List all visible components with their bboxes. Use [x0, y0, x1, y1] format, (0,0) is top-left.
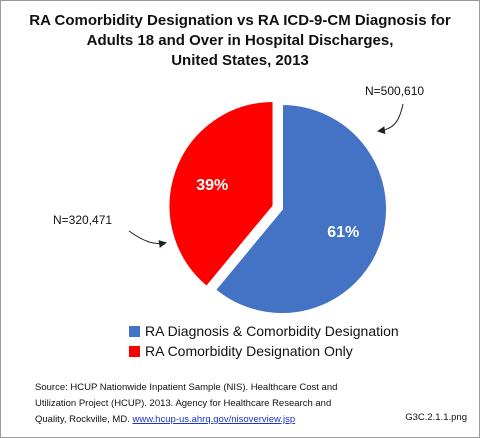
- legend-swatch-red: [129, 345, 140, 357]
- slice-percent-label-0: 61%: [327, 224, 359, 241]
- legend-item-ra-comorbidity: RA Comorbidity Designation Only: [129, 341, 399, 361]
- chart-title-line-1: RA Comorbidity Designation vs RA ICD-9-C…: [29, 12, 451, 29]
- annotation-arrow-red: [128, 230, 167, 248]
- source-note: Source: HCUP Nationwide Inpatient Sample…: [35, 380, 365, 428]
- chart-title: RA Comorbidity Designation vs RA ICD-9-C…: [11, 11, 469, 71]
- legend-label-ra-diagnosis: RA Diagnosis & Comorbidity Designation: [145, 323, 399, 339]
- figure-id: G3C.2.1.1.png: [405, 412, 467, 423]
- legend-item-ra-diagnosis: RA Diagnosis & Comorbidity Designation: [129, 321, 399, 341]
- legend-swatch-blue: [129, 325, 140, 337]
- slice-count-label-1: N=320,471: [53, 213, 112, 227]
- annotation-arrow-blue: [377, 103, 404, 135]
- pie-slice-0: [213, 102, 388, 315]
- slice-percent-label-1: 39%: [196, 177, 228, 194]
- chart-legend: RA Diagnosis & Comorbidity Designation R…: [129, 321, 399, 361]
- chart-title-line-3: United States, 2013: [171, 52, 309, 69]
- source-text: Source: HCUP Nationwide Inpatient Sample…: [35, 382, 338, 425]
- source-link[interactable]: www.hcup-us.ahrq.gov/nisoverview.jsp: [132, 414, 296, 425]
- chart-title-line-2: Adults 18 and Over in Hospital Discharge…: [86, 32, 394, 49]
- legend-label-ra-comorbidity: RA Comorbidity Designation Only: [145, 343, 353, 359]
- pie-slice-1: [167, 99, 275, 289]
- slice-count-label-0: N=500,610: [365, 84, 424, 98]
